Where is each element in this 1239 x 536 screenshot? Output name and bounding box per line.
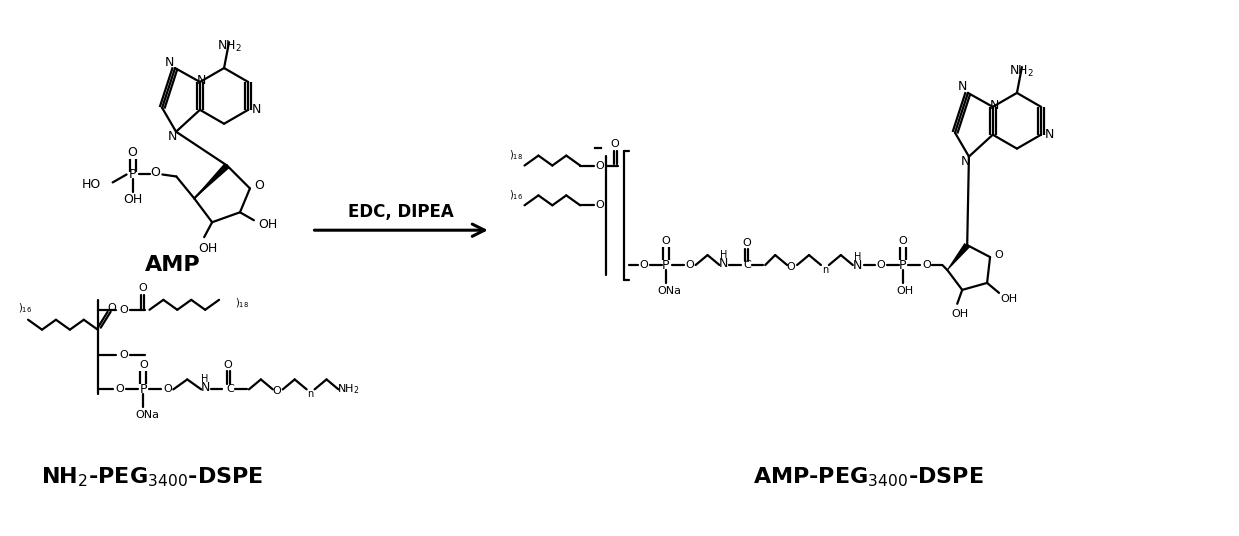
Text: C: C [743,260,751,270]
Text: O: O [150,166,160,179]
Text: OH: OH [1000,294,1017,304]
Text: AMP: AMP [145,255,201,275]
Text: O: O [685,260,694,270]
Text: O: O [922,260,930,270]
Text: NH$_2$: NH$_2$ [1010,63,1035,79]
Text: OH: OH [198,242,218,255]
Text: )$_{16}$: )$_{16}$ [509,189,524,202]
Text: P: P [662,258,669,272]
Text: N: N [201,381,209,394]
Text: NH$_2$: NH$_2$ [217,39,242,54]
Text: O: O [139,361,147,370]
Text: N: N [165,56,173,69]
Text: O: O [138,283,147,293]
Text: P: P [140,383,147,396]
Text: N: N [960,155,970,168]
Text: NH$_2$: NH$_2$ [337,383,359,396]
Text: H: H [854,252,861,262]
Text: O: O [119,305,128,315]
Text: EDC, DIPEA: EDC, DIPEA [348,203,453,221]
Text: C: C [227,384,234,394]
Text: HO: HO [82,178,100,191]
Text: N: N [1044,128,1053,141]
Text: O: O [115,384,124,394]
Text: O: O [876,260,885,270]
Text: H: H [720,250,727,260]
Text: N: N [958,80,966,93]
Text: N: N [719,257,729,270]
Text: O: O [164,384,172,394]
Text: ONa: ONa [135,410,160,420]
Text: O: O [596,161,605,170]
Polygon shape [947,243,970,270]
Text: P: P [898,258,906,272]
Text: O: O [224,361,233,370]
Text: P: P [129,168,136,181]
Text: AMP-PEG$_{3400}$-DSPE: AMP-PEG$_{3400}$-DSPE [753,465,984,489]
Text: O: O [662,236,670,246]
Text: O: O [611,139,620,148]
Text: O: O [128,146,138,159]
Text: O: O [898,236,907,246]
Text: n: n [307,389,313,399]
Text: O: O [787,262,795,272]
Text: O: O [254,179,264,192]
Text: OH: OH [952,309,969,319]
Text: N: N [990,99,1000,113]
Text: )$_{16}$: )$_{16}$ [19,301,32,315]
Text: OH: OH [896,286,913,296]
Text: )$_{18}$: )$_{18}$ [509,149,524,162]
Text: n: n [821,265,828,275]
Text: N: N [167,130,177,143]
Polygon shape [193,163,229,199]
Text: OH: OH [123,193,142,206]
Text: N: N [197,75,207,87]
Text: H: H [202,375,209,384]
Text: O: O [995,250,1004,260]
Text: O: O [742,238,751,248]
Text: OH: OH [258,218,278,230]
Text: O: O [273,386,281,396]
Text: ONa: ONa [658,286,681,296]
Text: O: O [639,260,648,270]
Text: O: O [119,349,128,360]
Text: )$_{18}$: )$_{18}$ [235,296,249,310]
Text: O: O [108,303,116,313]
Text: N: N [252,103,261,116]
Text: O: O [596,200,605,210]
Text: N: N [854,258,862,272]
Text: NH$_2$-PEG$_{3400}$-DSPE: NH$_2$-PEG$_{3400}$-DSPE [41,465,264,489]
